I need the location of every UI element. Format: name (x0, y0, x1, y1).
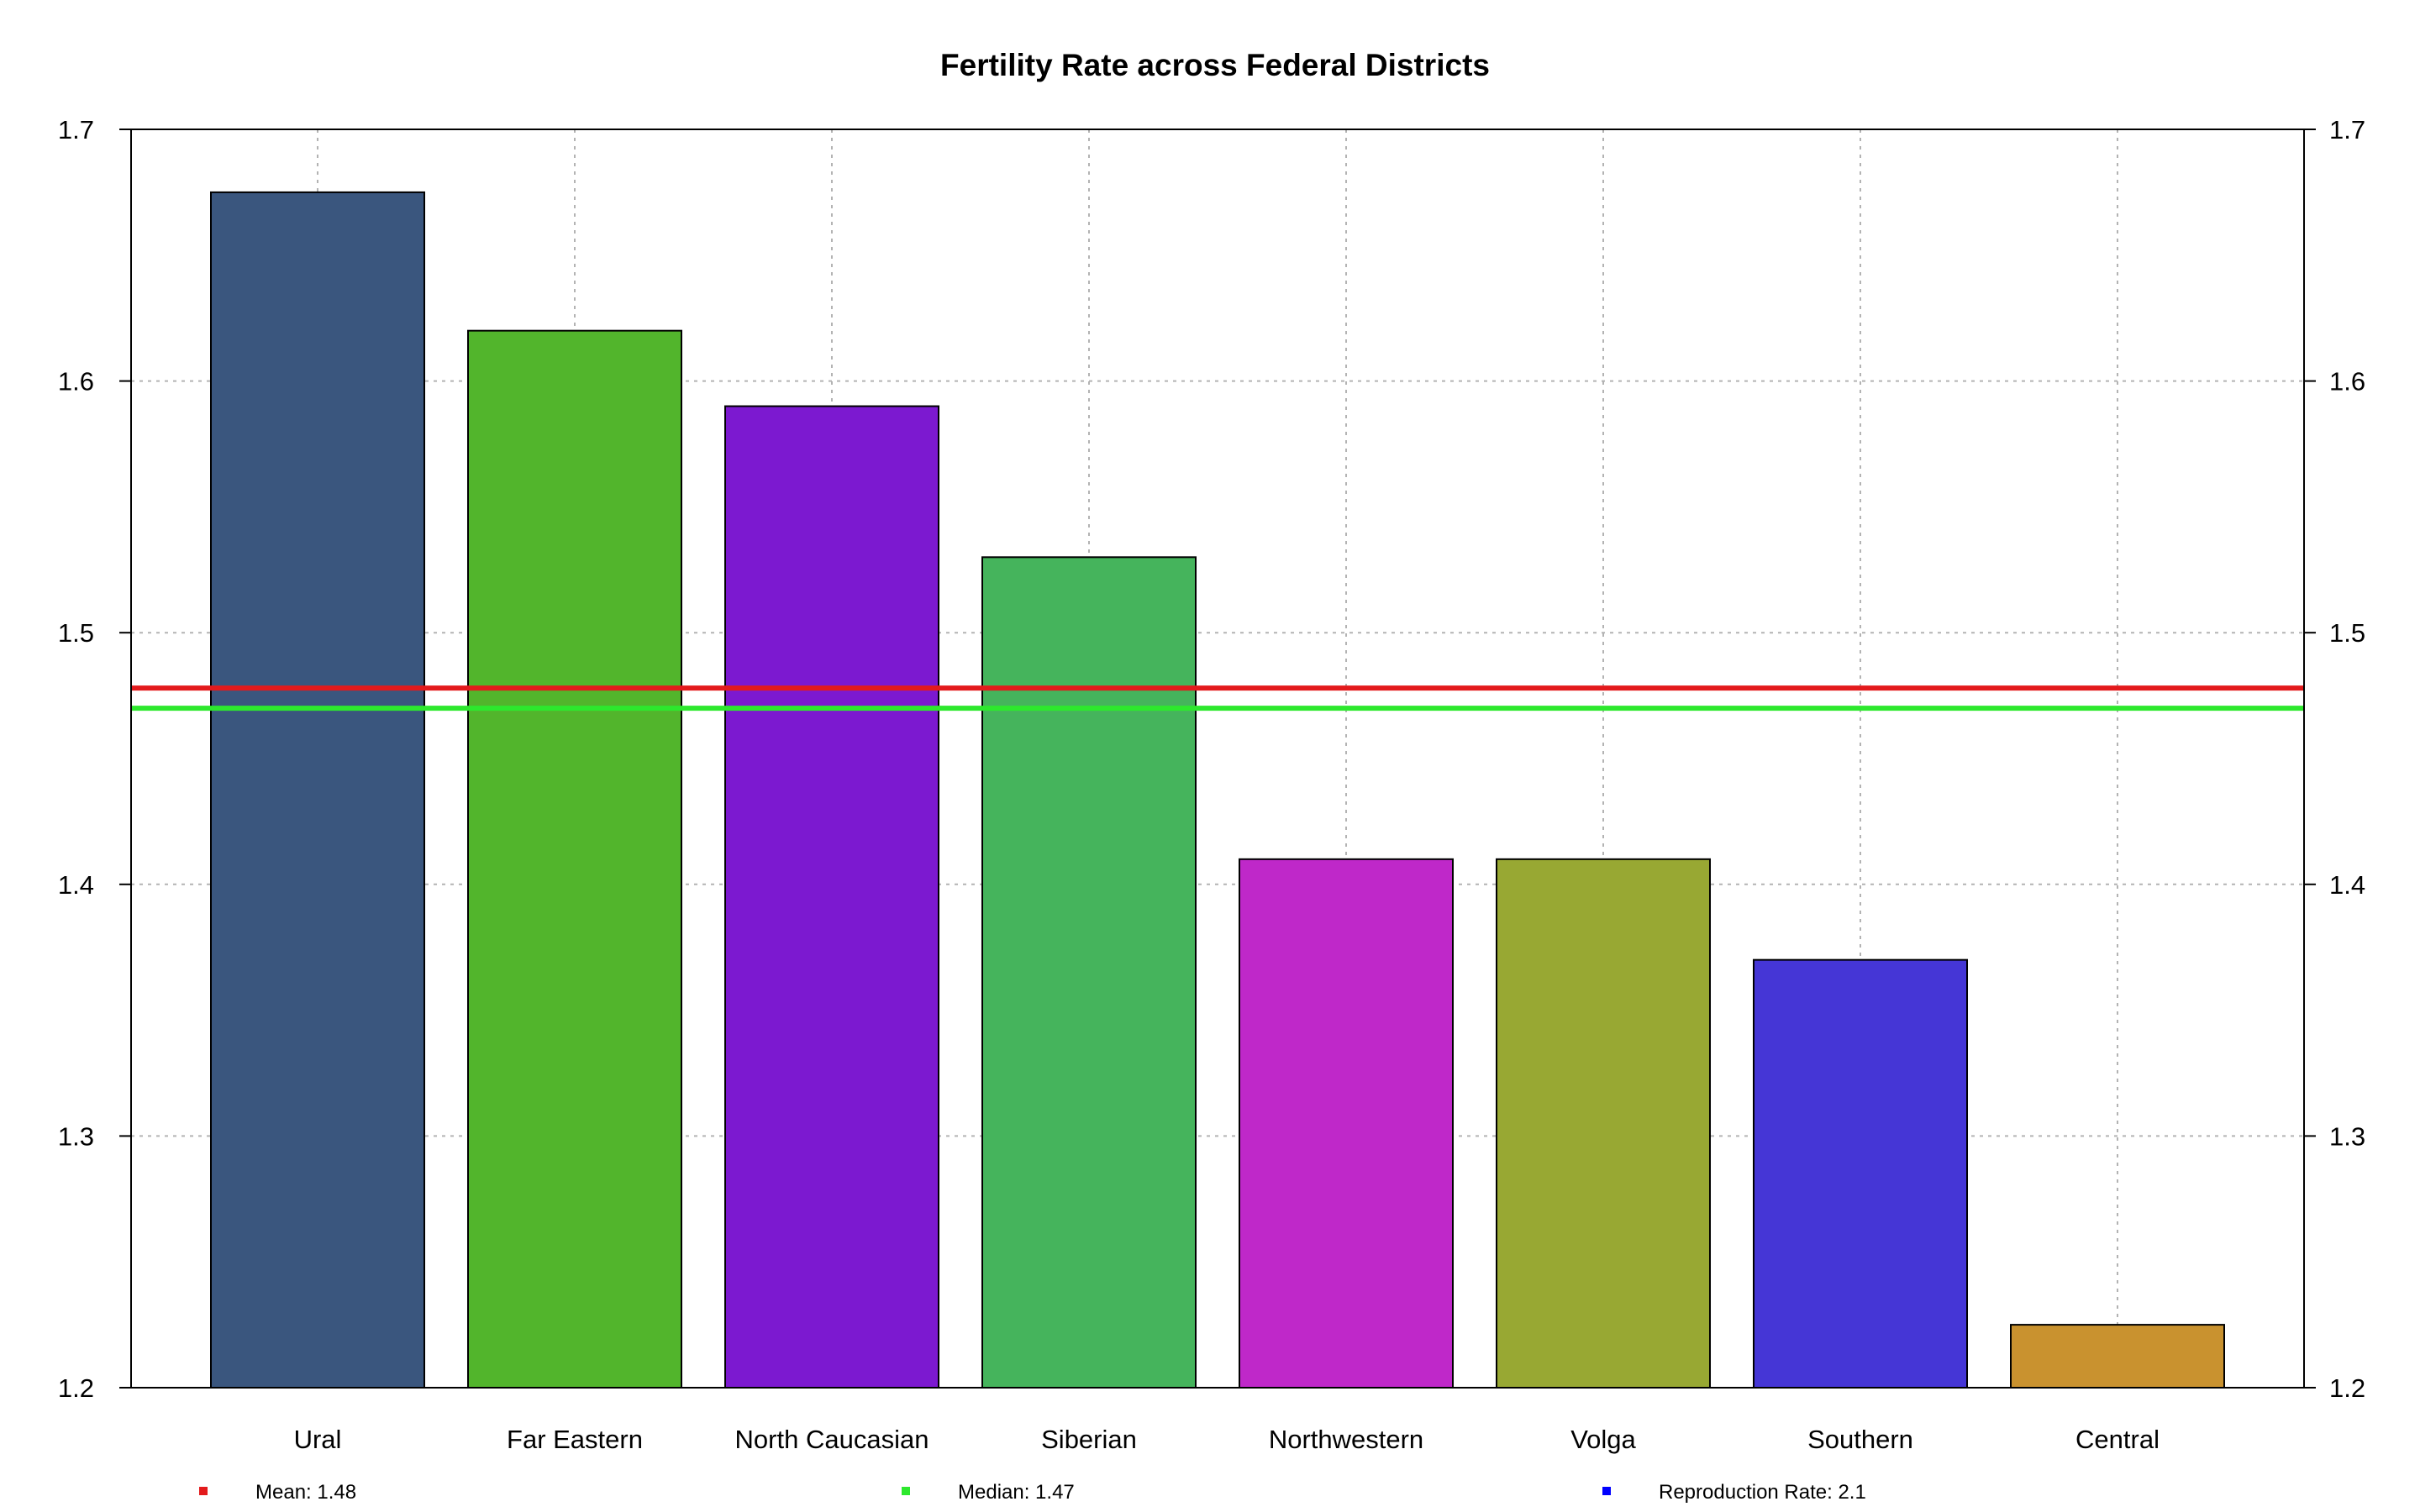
legend-label: Reproduction Rate: 2.1 (1659, 1481, 1866, 1504)
bar-siberian (981, 556, 1197, 1389)
y-tick-label-right: 1.2 (2329, 1373, 2365, 1403)
x-tick-label: Volga (1570, 1425, 1636, 1454)
reference-lines (131, 685, 2304, 711)
legend-label: Mean: 1.48 (255, 1481, 356, 1504)
x-tick-label: Ural (294, 1425, 342, 1454)
bar-southern (1753, 958, 1968, 1389)
plot-frame (130, 129, 2305, 1389)
legend-swatch (199, 1487, 208, 1495)
bar-ural (210, 191, 425, 1389)
legend-swatch (902, 1487, 910, 1495)
y-tick-label-right: 1.7 (2329, 115, 2365, 144)
y-tick-label-left: 1.4 (58, 870, 94, 900)
y-tick-label-right: 1.3 (2329, 1121, 2365, 1151)
bar-volga (1496, 858, 1711, 1389)
bar-far-eastern (467, 329, 682, 1389)
legend-label: Median: 1.47 (958, 1481, 1075, 1504)
bar-north-caucasian (724, 405, 939, 1389)
axes: 1.2 1.2 1.3 1.3 1.4 1.4 1.5 1.5 1.6 1.6 1.7 1.7 (58, 115, 2365, 1403)
x-tick-label: Southern (1807, 1425, 1913, 1454)
x-tick-label: Siberian (1041, 1425, 1137, 1454)
category-labels: Ural Far Eastern North Caucasian Siberian No… (294, 1425, 2160, 1454)
chart-title: Fertility Rate across Federal Districts (940, 48, 1490, 82)
x-tick-label: Far Eastern (507, 1425, 643, 1454)
y-tick-label-right: 1.4 (2329, 870, 2365, 900)
legend: Mean: 1.48 Median: 1.47 Reproduction Rate:… (199, 1481, 1866, 1504)
y-tick-label-left: 1.2 (58, 1373, 94, 1403)
bars (210, 191, 2225, 1389)
y-tick-label-right: 1.5 (2329, 618, 2365, 648)
bar-northwestern (1239, 858, 1454, 1389)
legend-swatch (1602, 1487, 1611, 1495)
y-tick-label-left: 1.3 (58, 1121, 94, 1151)
y-tick-label-left: 1.5 (58, 618, 94, 648)
y-tick-label-left: 1.6 (58, 367, 94, 396)
x-tick-label: North Caucasian (735, 1425, 929, 1454)
y-tick-label-right: 1.6 (2329, 367, 2365, 396)
x-tick-label: Central (2075, 1425, 2160, 1454)
x-tick-label: Northwestern (1269, 1425, 1423, 1454)
y-tick-label-left: 1.7 (58, 115, 94, 144)
grid-lines (131, 129, 2304, 1389)
bar-central (2010, 1324, 2225, 1389)
